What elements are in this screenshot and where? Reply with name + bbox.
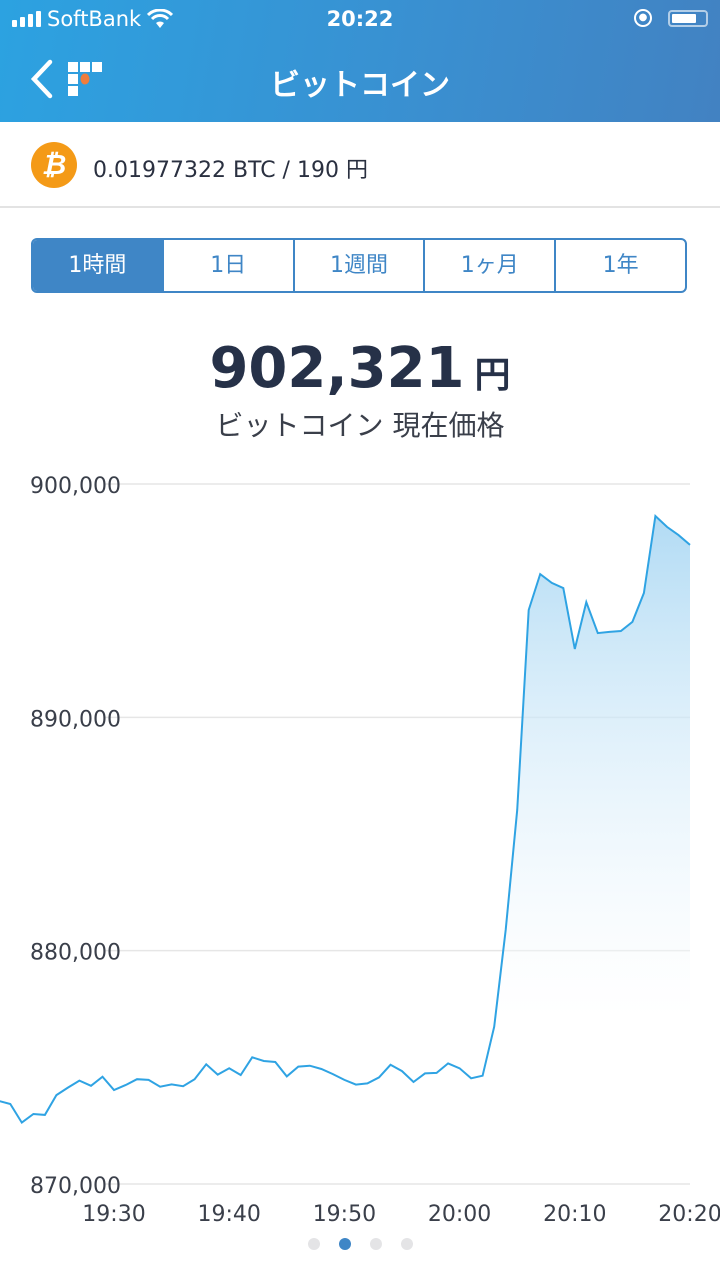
- y-tick-label: 890,000: [30, 707, 121, 732]
- x-tick-label: 20:20: [658, 1202, 720, 1227]
- app-logo[interactable]: [68, 62, 104, 98]
- carrier-name: SoftBank: [47, 7, 142, 31]
- holding-row: ₿ 0.01977322 BTC / 190 円: [0, 122, 720, 208]
- price-area-fill: [0, 516, 690, 1184]
- tab-1-week[interactable]: 1週間: [292, 240, 424, 291]
- chevron-left-icon[interactable]: [28, 58, 58, 100]
- holding-amount: 0.01977322 BTC / 190 円: [93, 158, 368, 183]
- x-tick-label: 19:40: [197, 1202, 260, 1227]
- signal-bars-icon: [12, 11, 41, 27]
- price-caption: ビットコイン 現在価格: [215, 409, 505, 442]
- bitcoin-icon: ₿: [31, 142, 77, 188]
- price-line: [0, 513, 691, 1125]
- tab-1-day[interactable]: 1日: [161, 240, 293, 291]
- battery-icon: [668, 10, 708, 27]
- page-dot[interactable]: [307, 1238, 320, 1250]
- page-title: ビットコイン: [270, 68, 450, 103]
- price-unit: 円: [474, 355, 511, 396]
- page-dot[interactable]: [369, 1238, 382, 1250]
- price-value: 902,321: [209, 336, 465, 401]
- tab-1-month[interactable]: 1ヶ月: [423, 240, 554, 291]
- period-tabs: 1時間 1日 1週間 1ヶ月 1年: [31, 238, 687, 293]
- y-tick-label: 900,000: [30, 474, 121, 499]
- app-header: SoftBank 20:22 ● ビットコイン: [0, 0, 720, 122]
- current-price: 902,321 円: [0, 336, 720, 401]
- tab-1-year[interactable]: 1年: [554, 240, 685, 291]
- tab-1-hour[interactable]: 1時間: [33, 240, 162, 291]
- x-tick-label: 20:00: [428, 1202, 491, 1227]
- rotation-lock-icon: ●: [634, 9, 652, 27]
- status-bar: SoftBank 20:22 ●: [0, 0, 720, 40]
- page-dot[interactable]: [400, 1238, 413, 1250]
- x-tick-label: 20:10: [543, 1202, 606, 1227]
- x-tick-label: 19:30: [82, 1202, 145, 1227]
- page-dot-active[interactable]: [338, 1238, 351, 1250]
- y-tick-label: 880,000: [30, 941, 121, 966]
- status-time: 20:22: [326, 7, 394, 31]
- page-indicator: [0, 1238, 720, 1250]
- wifi-icon: [147, 9, 174, 28]
- carrier: SoftBank: [12, 7, 174, 31]
- x-tick-label: 19:50: [313, 1202, 376, 1227]
